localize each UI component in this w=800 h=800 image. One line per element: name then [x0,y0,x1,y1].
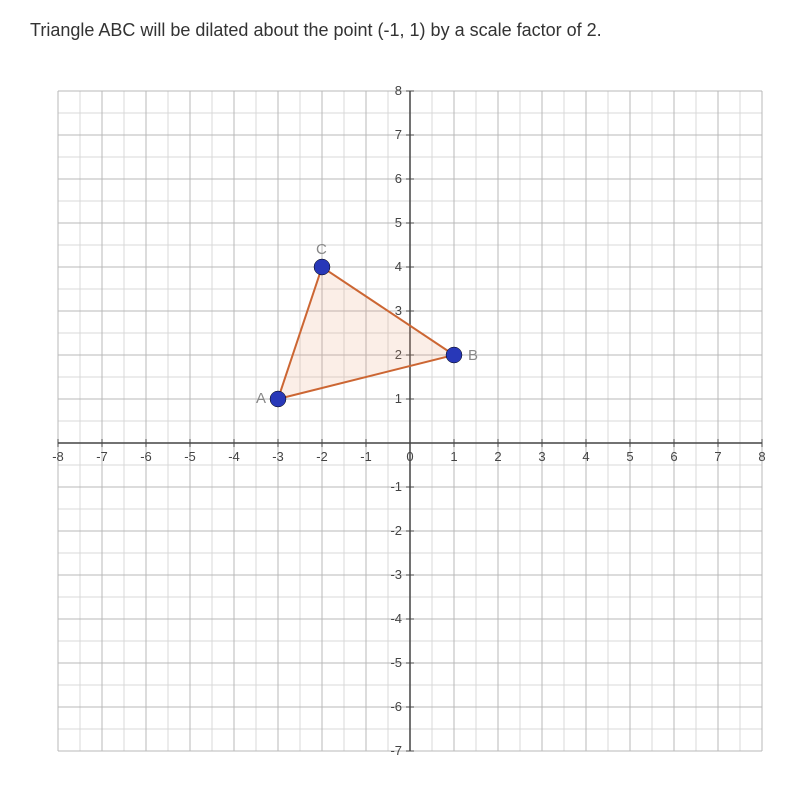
y-tick-label: 6 [395,171,402,186]
x-tick-label: -5 [184,449,196,464]
y-tick-label: 1 [395,391,402,406]
y-tick-label: -5 [390,655,402,670]
vertex-label-c: C [316,241,327,258]
y-tick-label: -6 [390,699,402,714]
x-tick-label: 2 [494,449,501,464]
y-tick-label: 7 [395,127,402,142]
y-tick-label: -2 [390,523,402,538]
y-tick-label: -1 [390,479,402,494]
x-tick-label: 1 [450,449,457,464]
x-tick-label: -1 [360,449,372,464]
y-tick-label: 4 [395,259,402,274]
x-tick-label: -4 [228,449,240,464]
y-tick-label: -7 [390,743,402,758]
x-tick-label: -6 [140,449,152,464]
x-tick-label: -3 [272,449,284,464]
x-tick-label: -7 [96,449,108,464]
y-tick-label: -3 [390,567,402,582]
vertex-c [314,259,330,275]
x-tick-label: 0 [406,449,413,464]
x-tick-label: 4 [582,449,589,464]
vertex-label-b: B [468,347,478,364]
x-tick-label: 5 [626,449,633,464]
vertex-label-a: A [256,390,266,407]
x-tick-label: 6 [670,449,677,464]
vertex-a [270,391,286,407]
question-text: Triangle ABC will be dilated about the p… [30,20,770,41]
y-tick-label: 5 [395,215,402,230]
x-tick-label: 7 [714,449,721,464]
x-tick-label: -8 [52,449,64,464]
x-tick-label: 3 [538,449,545,464]
coordinate-graph: -8 -7 -6 -5 -4 -3 -2 -1 0 1 2 3 4 5 6 7 8 -7 -6 -5 -4 -3 -2 -1 1… [30,71,770,771]
x-tick-label: -2 [316,449,328,464]
y-tick-label: -4 [390,611,402,626]
x-tick-label: 8 [758,449,765,464]
y-tick-label: 8 [395,83,402,98]
graph-canvas: -8 -7 -6 -5 -4 -3 -2 -1 0 1 2 3 4 5 6 7 8 -7 -6 -5 -4 -3 -2 -1 1… [30,71,770,771]
vertex-b [446,347,462,363]
